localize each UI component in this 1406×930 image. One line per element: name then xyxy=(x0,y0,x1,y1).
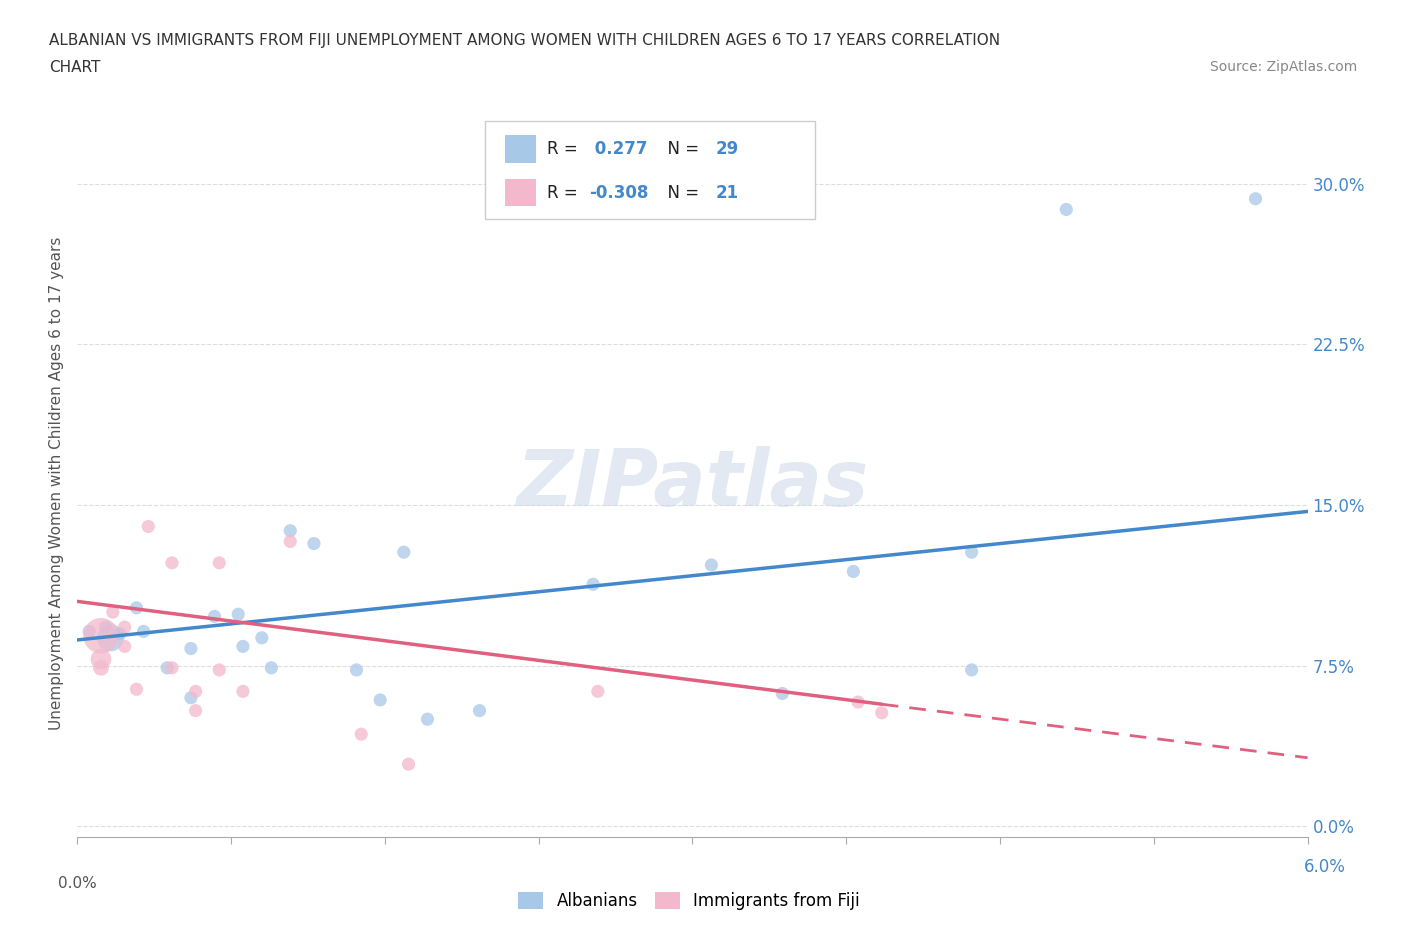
Point xyxy=(368,693,391,708)
Point xyxy=(208,662,231,677)
Point xyxy=(846,695,869,710)
Text: R =: R = xyxy=(547,140,583,158)
Point xyxy=(114,639,136,654)
Point xyxy=(132,624,155,639)
Point xyxy=(180,641,202,656)
Point xyxy=(350,726,373,741)
Point xyxy=(101,604,124,619)
Text: ZIPatlas: ZIPatlas xyxy=(516,445,869,522)
Point xyxy=(278,524,301,538)
Point xyxy=(260,660,283,675)
Point xyxy=(582,577,605,591)
Point xyxy=(184,684,207,698)
Text: ALBANIAN VS IMMIGRANTS FROM FIJI UNEMPLOYMENT AMONG WOMEN WITH CHILDREN AGES 6 T: ALBANIAN VS IMMIGRANTS FROM FIJI UNEMPLO… xyxy=(49,33,1000,47)
Point xyxy=(180,690,202,705)
Text: Source: ZipAtlas.com: Source: ZipAtlas.com xyxy=(1209,60,1357,74)
Text: R =: R = xyxy=(547,183,583,202)
Point xyxy=(586,684,609,698)
Point xyxy=(302,536,325,551)
Point xyxy=(94,619,117,634)
Text: 29: 29 xyxy=(716,140,740,158)
Point xyxy=(160,555,183,570)
Point xyxy=(184,703,207,718)
Point xyxy=(770,686,793,701)
Point xyxy=(278,534,301,549)
Text: N =: N = xyxy=(657,183,704,202)
Text: 0.277: 0.277 xyxy=(589,140,648,158)
Point xyxy=(398,757,420,772)
Point xyxy=(77,624,100,639)
Point xyxy=(232,639,254,654)
Point xyxy=(842,564,865,578)
Point xyxy=(90,629,112,644)
Text: 21: 21 xyxy=(716,183,738,202)
Point xyxy=(160,660,183,675)
Point xyxy=(700,558,723,573)
Point xyxy=(208,555,231,570)
Point xyxy=(346,662,368,677)
Text: N =: N = xyxy=(657,140,704,158)
Point xyxy=(392,545,415,560)
Point xyxy=(100,631,122,645)
Text: 6.0%: 6.0% xyxy=(1303,857,1346,876)
Point xyxy=(870,705,893,720)
Point xyxy=(125,682,148,697)
Legend: Albanians, Immigrants from Fiji: Albanians, Immigrants from Fiji xyxy=(512,885,866,917)
Point xyxy=(232,684,254,698)
Point xyxy=(125,601,148,616)
Point xyxy=(1054,202,1077,217)
Point xyxy=(108,626,131,641)
Point xyxy=(250,631,273,645)
Point xyxy=(1244,192,1267,206)
Point xyxy=(114,619,136,634)
Point xyxy=(90,652,112,667)
Point xyxy=(204,609,226,624)
Point xyxy=(960,662,983,677)
Point xyxy=(960,545,983,560)
Text: -0.308: -0.308 xyxy=(589,183,648,202)
Point xyxy=(90,660,112,675)
Text: 0.0%: 0.0% xyxy=(58,875,97,891)
Point xyxy=(468,703,491,718)
Point xyxy=(416,711,439,726)
Y-axis label: Unemployment Among Women with Children Ages 6 to 17 years: Unemployment Among Women with Children A… xyxy=(49,237,65,730)
Point xyxy=(136,519,159,534)
Point xyxy=(226,606,249,621)
Text: CHART: CHART xyxy=(49,60,101,75)
Point xyxy=(156,660,179,675)
